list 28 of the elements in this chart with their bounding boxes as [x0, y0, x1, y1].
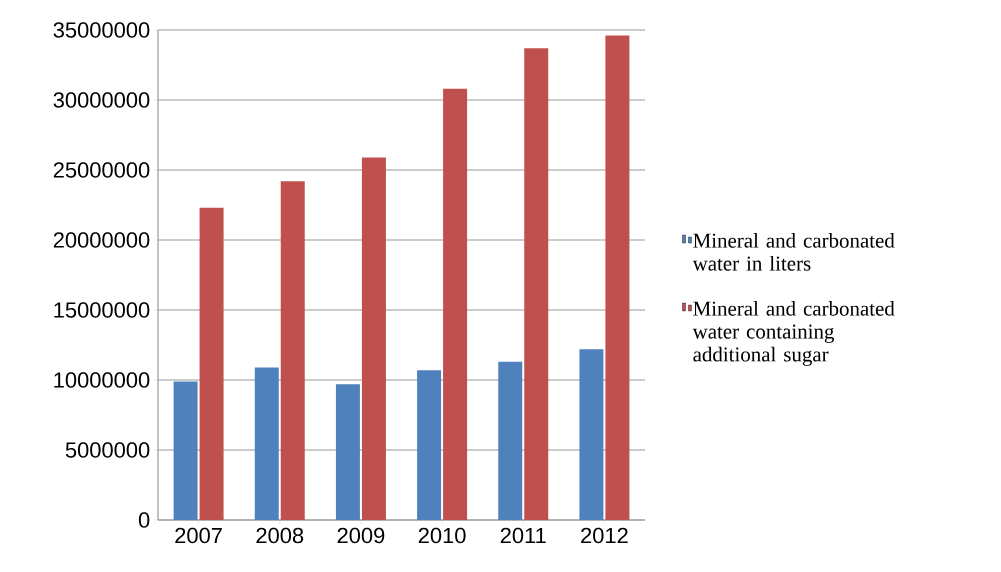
bar — [280, 181, 305, 520]
x-tick-label: 2011 — [500, 527, 546, 544]
bar — [443, 88, 468, 520]
bar — [605, 35, 630, 520]
x-tick-label: 2007 — [175, 527, 222, 544]
y-tick-label: 35000000 — [53, 22, 150, 38]
y-tick-label: 20000000 — [53, 232, 150, 248]
x-tick-label: 2010 — [418, 527, 466, 544]
bar — [524, 48, 549, 520]
bar — [579, 349, 604, 520]
bar — [254, 367, 279, 520]
y-tick-label: 10000000 — [54, 372, 150, 388]
legend-label: Mineral and carbonated water containing additional sugar — [692, 301, 895, 366]
bar — [199, 207, 224, 520]
x-tick-label: 2008 — [256, 527, 304, 544]
y-tick-label: 30000000 — [53, 92, 150, 108]
y-tick-label: 5000000 — [65, 442, 150, 458]
legend-label: Mineral and carbonated water in liters — [692, 232, 895, 271]
bar — [335, 384, 360, 520]
x-tick-label: 2012 — [581, 527, 628, 544]
y-tick-label: 25000000 — [53, 162, 150, 178]
y-tick-label: 15000000 — [54, 302, 150, 318]
x-tick-label: 2009 — [337, 527, 385, 544]
bar — [417, 370, 442, 520]
bar — [498, 361, 523, 520]
bar — [361, 157, 386, 520]
bar — [173, 381, 198, 520]
y-tick-label: 0 — [138, 512, 150, 528]
